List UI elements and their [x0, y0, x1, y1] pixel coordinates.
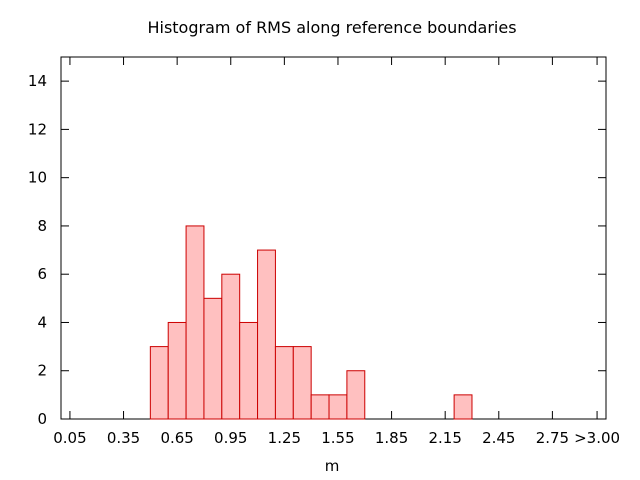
- x-tick-label: 2.15: [428, 429, 461, 447]
- x-tick-label: >3.00: [574, 429, 620, 447]
- y-axis: 0 2 4 6 8 10 12 14: [28, 72, 606, 428]
- histogram-bar: [167, 321, 187, 420]
- histogram-bar: [453, 394, 473, 420]
- x-tick-label: 0.95: [214, 429, 247, 447]
- bars-group: [149, 225, 473, 420]
- x-tick-label: 2.45: [482, 429, 515, 447]
- x-tick-label: 0.35: [107, 429, 140, 447]
- histogram-bar: [203, 297, 223, 420]
- y-tick-label: 0: [37, 410, 47, 428]
- y-tick-label: 6: [37, 265, 47, 283]
- histogram-bar: [346, 370, 366, 420]
- x-tick-label: 2.75: [536, 429, 569, 447]
- y-tick-label: 14: [28, 72, 47, 90]
- histogram-bar: [257, 249, 276, 420]
- histogram-bar: [328, 394, 348, 420]
- x-tick-label: 1.55: [321, 429, 354, 447]
- x-axis: 0.05 0.35 0.65 0.95 1.25 1.55 1.85 2.15 2.45 2.75…: [53, 57, 620, 447]
- x-tick-label: 1.85: [375, 429, 408, 447]
- histogram-bar: [185, 225, 205, 420]
- y-tick-label: 12: [28, 120, 47, 138]
- y-tick-label: 2: [37, 362, 47, 380]
- histogram-bar: [274, 346, 294, 420]
- x-tick-label: 0.65: [160, 429, 193, 447]
- y-tick-label: 10: [28, 169, 47, 187]
- plot-frame: [60, 56, 607, 420]
- x-axis-label: m: [325, 457, 340, 475]
- histogram-bar: [310, 394, 330, 420]
- chart-title: Histogram of RMS along reference boundar…: [147, 18, 516, 37]
- x-tick-label: 1.25: [268, 429, 301, 447]
- histogram-bar: [239, 321, 259, 420]
- y-tick-label: 8: [37, 217, 47, 235]
- histogram-bar: [149, 346, 169, 420]
- x-tick-label: 0.05: [53, 429, 86, 447]
- histogram-bar: [221, 273, 241, 420]
- histogram-bar: [292, 346, 312, 420]
- y-tick-label: 4: [37, 313, 47, 331]
